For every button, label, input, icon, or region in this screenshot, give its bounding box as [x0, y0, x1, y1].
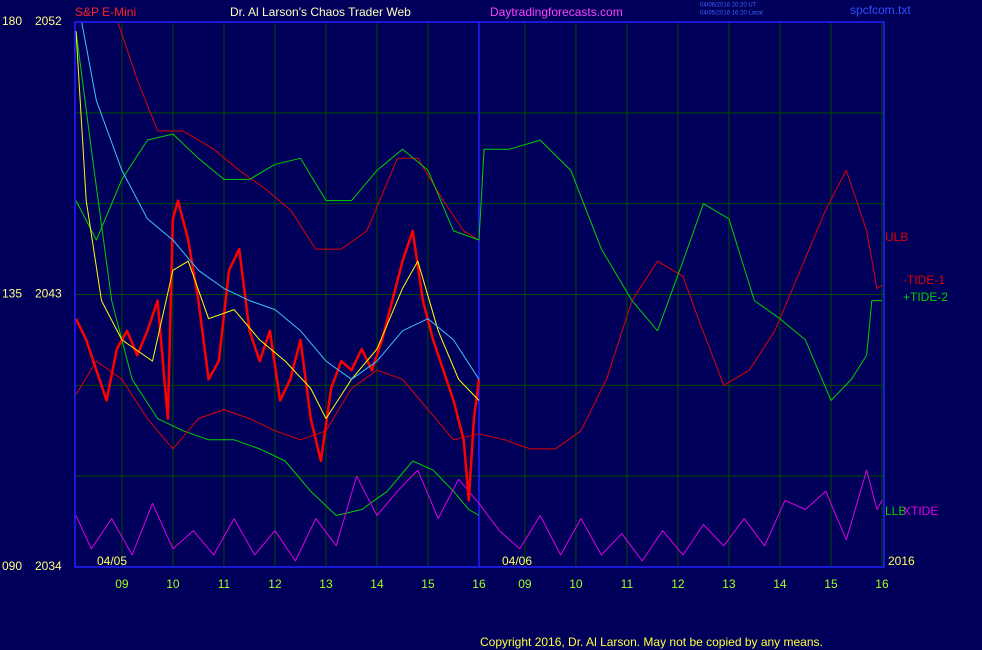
legend-label: ULB [885, 230, 908, 244]
y-tick-label: 2043 [35, 287, 62, 301]
x-tick-label: 10 [569, 577, 583, 591]
timestamp: 04/05/2016 16:20 Local [700, 11, 763, 17]
x-tick-label: 15 [421, 577, 435, 591]
timestamp: 04/06/2016 20:20 UT [700, 3, 757, 9]
x-tick-label: 14 [773, 577, 787, 591]
x-tick-label: 11 [218, 577, 231, 591]
legend-label: -TIDE-1 [903, 273, 945, 287]
x-tick-label: 12 [268, 577, 282, 591]
y2-tick-label: 135 [2, 287, 22, 301]
x-tick-label: 12 [671, 577, 685, 591]
series-group [75, 22, 883, 562]
y2-tick-label: 090 [2, 559, 22, 573]
x-tick-label: 16 [472, 577, 486, 591]
x-tick-label: 13 [319, 577, 333, 591]
legend-label: LLB [885, 504, 906, 518]
date-label: 2016 [888, 554, 915, 568]
copyright: Copyright 2016, Dr. Al Larson. May not b… [480, 635, 823, 649]
series-line [75, 31, 480, 420]
filename: spcfcom.txt [850, 3, 911, 17]
y2-tick-label: 180 [2, 14, 22, 28]
series-line [75, 199, 481, 502]
series-line [75, 169, 883, 450]
website: Daytradingforecasts.com [490, 5, 623, 19]
y-tick-label: 2052 [35, 14, 62, 28]
plot-border [74, 21, 885, 568]
date-label: 04/05 [97, 554, 127, 568]
x-tick-label: 13 [722, 577, 736, 591]
series-line [75, 469, 883, 562]
subtitle: S&P E-Mini [75, 5, 136, 19]
x-tick-label: 09 [115, 577, 129, 591]
x-tick-label: 14 [370, 577, 384, 591]
series-line [75, 31, 480, 516]
legend-label: +TIDE-2 [903, 290, 948, 304]
x-tick-label: 16 [875, 577, 889, 591]
series-line [81, 22, 480, 380]
y-tick-label: 2034 [35, 559, 62, 573]
series-line [117, 22, 480, 250]
x-tick-label: 09 [518, 577, 532, 591]
chart-title: Dr. Al Larson's Chaos Trader Web [230, 5, 411, 19]
series-line [75, 133, 882, 401]
x-tick-label: 11 [621, 577, 634, 591]
legend-label: XTIDE [903, 504, 938, 518]
x-tick-label: 10 [166, 577, 180, 591]
x-tick-label: 15 [824, 577, 838, 591]
date-label: 04/06 [502, 554, 532, 568]
